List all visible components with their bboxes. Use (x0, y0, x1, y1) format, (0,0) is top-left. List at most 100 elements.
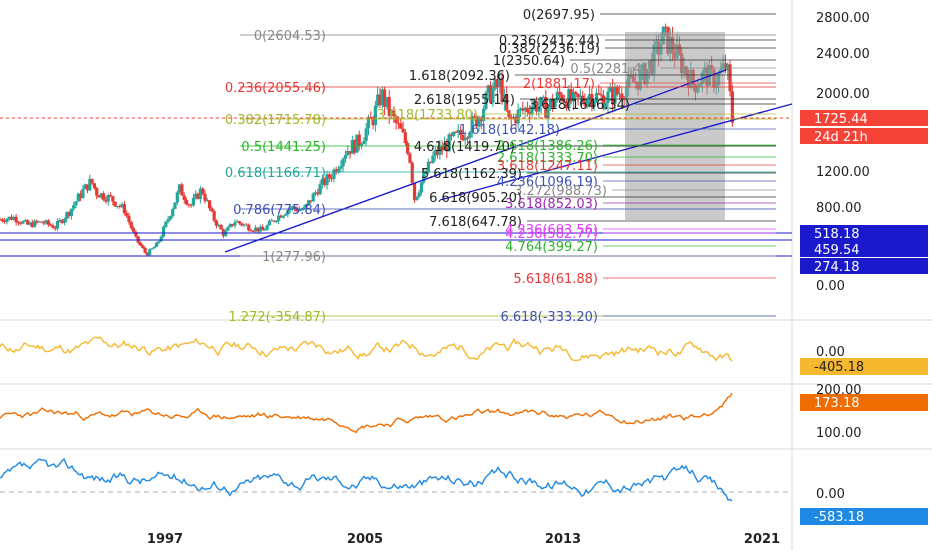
candle-body (138, 242, 143, 246)
candle-body (207, 200, 212, 209)
candle-body (256, 227, 260, 232)
candle-body (295, 208, 299, 212)
candle-body (364, 128, 368, 141)
candle-body (143, 247, 147, 253)
candle-body (265, 225, 269, 230)
candle-body (544, 96, 548, 118)
candle-body (376, 94, 380, 106)
candle-body (535, 101, 539, 112)
candle-body (555, 91, 559, 101)
candle-body (210, 208, 214, 212)
candle-body (217, 224, 221, 226)
candle-body (730, 91, 734, 123)
candle-body (115, 205, 120, 207)
candle-body (65, 212, 69, 220)
candle-body (564, 101, 569, 109)
candle-body (562, 100, 566, 102)
candle-body (336, 168, 341, 173)
candle-body (369, 117, 373, 119)
candle-body (380, 89, 384, 106)
candle-body (523, 107, 527, 111)
candle-body (726, 64, 730, 71)
candle-body (454, 131, 458, 133)
candle-body (620, 93, 624, 99)
candle-body (26, 220, 30, 225)
fib-right-label-0: 0(2697.95) (523, 8, 595, 23)
candle-body (58, 219, 62, 221)
candle-body (615, 87, 619, 95)
price-axis[interactable]: 2800.002400.002000.001600.001200.00800.0… (816, 11, 870, 502)
candle-body (459, 129, 463, 135)
oscillator-2-pane[interactable] (0, 392, 733, 434)
candle-body (81, 189, 85, 198)
candle-body (493, 78, 497, 89)
candle-body (456, 129, 460, 133)
candle-body (311, 193, 315, 202)
candle-body (76, 193, 80, 202)
candle-body (325, 174, 329, 186)
candle-body (611, 87, 615, 105)
fib-right-label-15: 5.618(1162.39) (421, 167, 522, 182)
time-axis[interactable]: 1997 2005 2013 2021 (147, 532, 780, 547)
oscillator-1-pane[interactable] (0, 336, 733, 362)
trendline-1 (439, 103, 793, 201)
candle-body (539, 96, 543, 107)
fib-left-label-4: 0.618(1166.71) (225, 166, 326, 181)
candle-body (468, 133, 472, 138)
candle-body (558, 91, 562, 95)
candle-body (79, 193, 83, 198)
oscillator-3-pane[interactable] (0, 457, 792, 502)
candle-body (484, 92, 488, 109)
price-tag-bg-1 (800, 128, 928, 144)
candle-body (350, 140, 354, 154)
candle-body (433, 150, 437, 156)
candle-body (157, 241, 161, 243)
candle-body (83, 184, 87, 190)
candle-body (590, 93, 594, 107)
price-tag-label-3: 459.54 (814, 243, 860, 258)
fib-left-label-0: 0(2604.53) (254, 29, 326, 44)
candle-body (307, 200, 311, 205)
candle-body (60, 219, 64, 223)
candle-body (313, 192, 318, 194)
fib-right-label-5: 1.618(2092.36) (409, 69, 510, 84)
candle-body (541, 96, 546, 98)
candle-body (723, 63, 728, 71)
candle-body (594, 93, 599, 102)
candle-body (122, 204, 126, 214)
candle-body (293, 206, 297, 209)
candle-body (258, 226, 262, 232)
candle-body (23, 220, 27, 222)
candle-body (228, 224, 232, 228)
candle-body (571, 91, 576, 102)
candle-body (373, 105, 377, 126)
candle-body (348, 151, 352, 154)
candle-body (85, 184, 90, 191)
fibonacci-levels[interactable]: 0(2604.53) 0.236(2055.46) 0.382(1715.78) 0.… (0, 8, 793, 325)
candle-body (3, 220, 7, 222)
candle-body (599, 94, 603, 96)
candle-body (184, 199, 189, 205)
oscillator-2-line (0, 392, 733, 434)
candle-body (244, 224, 249, 226)
candle-body (281, 215, 285, 218)
candle-body (53, 227, 57, 229)
candle-body (5, 219, 9, 222)
candle-body (92, 183, 97, 189)
candle-body (320, 178, 325, 185)
candle-body (108, 194, 113, 197)
candle-body (277, 215, 281, 221)
candle-body (21, 221, 25, 224)
candle-body (127, 215, 131, 222)
osc2-tick-label-1: 100.00 (816, 426, 862, 441)
candle-body (477, 117, 481, 127)
osc3-value-tag-bg (800, 508, 928, 525)
candle-body (148, 249, 152, 256)
price-tick-label-0: 2800.00 (816, 11, 870, 26)
candle-body (440, 146, 444, 151)
candle-body (399, 123, 403, 129)
candle-body (316, 192, 320, 195)
candle-body (51, 225, 55, 228)
